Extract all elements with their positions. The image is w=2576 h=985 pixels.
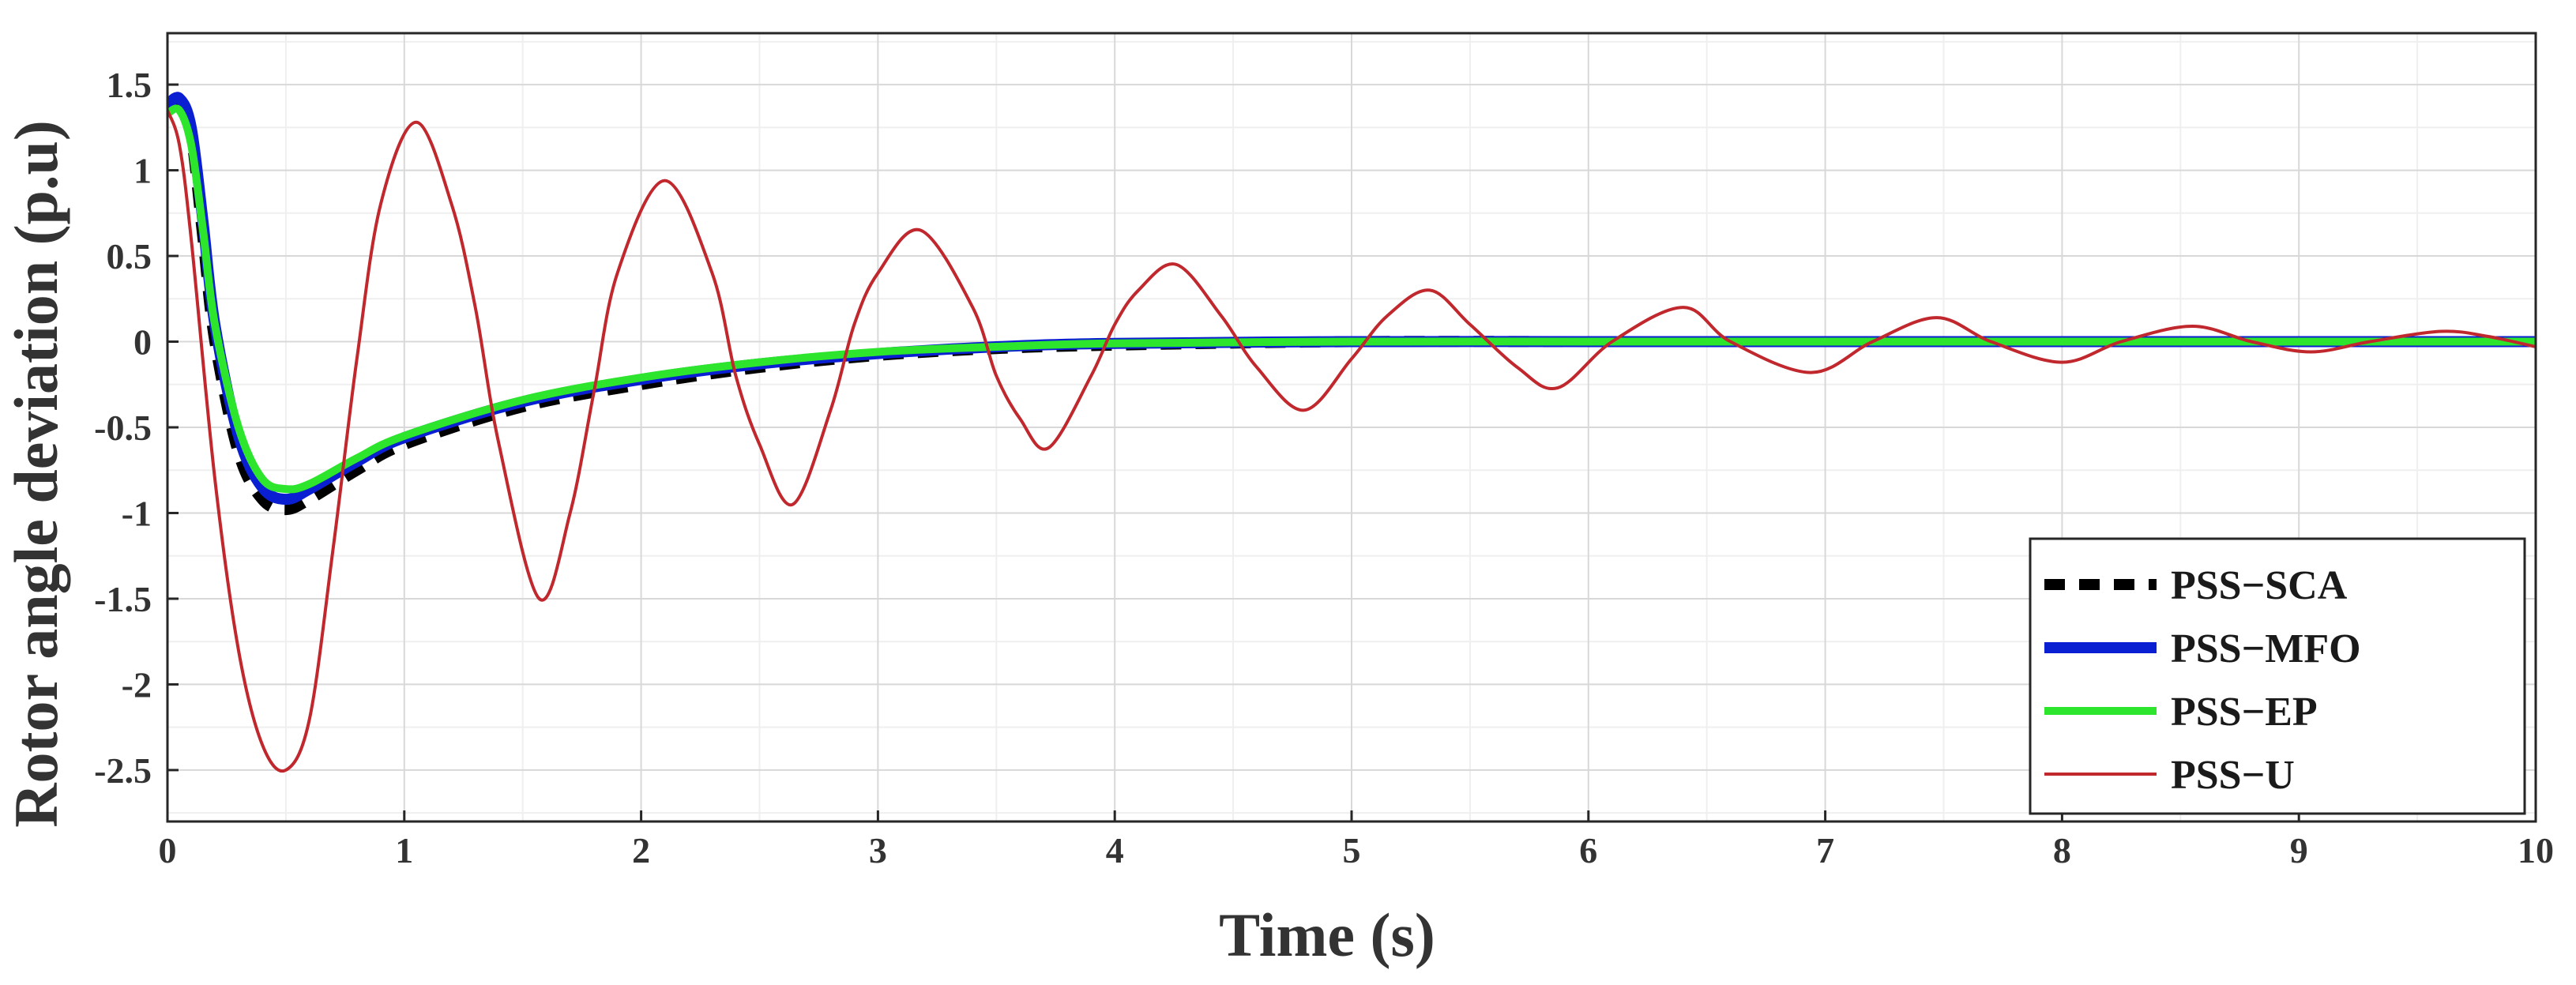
x-tick-label: 0: [159, 830, 177, 870]
x-tick-label: 7: [1816, 830, 1834, 870]
axis-ticks: 0 1 2 3 4 5 6 7 8 9 10 -2.5 -2 -1.5 -1 -0.5 0 0.5 1 1.5: [94, 65, 2554, 870]
y-tick-label: -2.5: [94, 750, 152, 791]
plot-area: [167, 92, 2536, 773]
y-tick-label: -0.5: [94, 408, 152, 448]
y-tick-label: 1: [134, 151, 152, 191]
x-tick-label: 6: [1579, 830, 1597, 870]
series-line-pss-ep: [167, 104, 2536, 494]
y-tick-label: 0: [134, 322, 152, 363]
y-tick-label: -1.5: [94, 579, 152, 619]
x-tick-label: 2: [632, 830, 650, 870]
legend-label: PSS−EP: [2171, 690, 2318, 735]
x-tick-label: 3: [869, 830, 887, 870]
legend-label: PSS−U: [2171, 753, 2295, 798]
y-tick-label: 0.5: [107, 236, 152, 276]
y-tick-label: -1: [122, 493, 152, 533]
legend-label: PSS−MFO: [2171, 626, 2361, 671]
y-axis-label: Rotor angle deviation (p.u): [2, 120, 70, 828]
x-tick-label: 5: [1343, 830, 1361, 870]
x-axis-label: Time (s): [1219, 900, 1435, 969]
x-tick-label: 10: [2518, 830, 2554, 870]
legend-box: [2029, 537, 2526, 815]
y-tick-label: 1.5: [107, 65, 152, 105]
x-tick-label: 4: [1106, 830, 1124, 870]
series-line-pss-u: [167, 108, 2536, 773]
y-tick-label: -2: [122, 664, 152, 705]
x-tick-label: 1: [395, 830, 413, 870]
x-tick-label: 8: [2053, 830, 2071, 870]
legend: PSS−SCA PSS−MFO PSS−EP PSS−U: [2029, 537, 2526, 815]
x-tick-label: 9: [2290, 830, 2308, 870]
legend-label: PSS−SCA: [2171, 563, 2348, 608]
